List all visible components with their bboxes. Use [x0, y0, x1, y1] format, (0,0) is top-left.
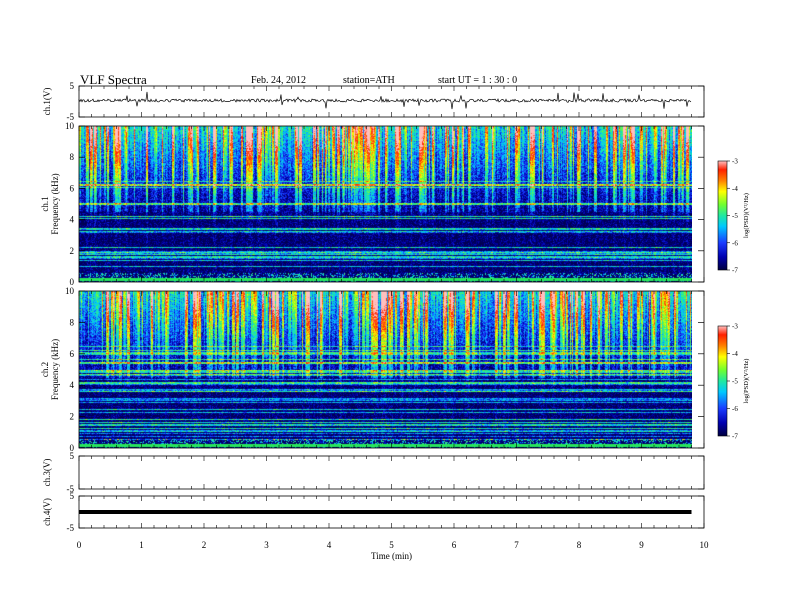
colorbar-2: [717, 325, 728, 437]
ytick-label-2: 4: [70, 215, 75, 225]
colorbar-label-2: log(PSD)(V²/Hz): [743, 359, 750, 404]
ytick-label-3: 6: [70, 349, 75, 359]
ylabel-1: ch.1(V): [42, 88, 52, 116]
xtick-label: 9: [639, 540, 644, 550]
ylabel-frequency-2: Frequency (kHz): [50, 173, 60, 234]
ytick-label-4: -5: [67, 484, 75, 494]
xtick-label: 2: [202, 540, 207, 550]
ytick-label-3: 2: [70, 412, 75, 422]
ch1-waveform-trace: [78, 91, 692, 110]
ytick-label-2: 0: [70, 277, 75, 287]
ylabel-channel-2: ch.1: [40, 196, 50, 211]
xtick-label: 7: [514, 540, 519, 550]
ch2-spectrogram: [79, 291, 692, 448]
colorbar-tick-2: -6: [732, 405, 738, 413]
ylabel-channel-3: ch.2: [40, 362, 50, 377]
ch4-waveform-trace: [79, 510, 692, 514]
ytick-label-4: 5: [70, 451, 75, 461]
xtick-label: 8: [577, 540, 582, 550]
colorbar-label-1: log(PSD)(V²/Hz): [743, 193, 750, 238]
ytick-label-1: 5: [70, 81, 75, 91]
ytick-label-1: -5: [67, 112, 75, 122]
xtick-label: 6: [452, 540, 457, 550]
ytick-label-5: -5: [67, 523, 75, 533]
xtick-label: 0: [77, 540, 82, 550]
chart-title: VLF Spectra: [80, 72, 147, 87]
xtick-label: 1: [139, 540, 144, 550]
xtick-label: 10: [700, 540, 710, 550]
ylabel-5: ch.4(V): [42, 498, 52, 526]
xtick-label: 5: [389, 540, 394, 550]
colorbar-tick-1: -3: [732, 158, 738, 166]
ytick-label-5: 5: [70, 491, 75, 501]
xtick-label: 4: [327, 540, 332, 550]
xaxis-title: Time (min): [371, 551, 412, 561]
date-label: Feb. 24, 2012: [251, 75, 306, 86]
ytick-label-3: 10: [65, 286, 75, 296]
ch1-spectrogram: [79, 126, 692, 282]
ytick-label-3: 4: [70, 380, 75, 390]
ytick-label-3: 8: [70, 317, 75, 327]
colorbar-tick-1: -6: [732, 239, 738, 247]
ytick-label-2: 8: [70, 152, 75, 162]
colorbar-tick-2: -4: [732, 350, 738, 358]
colorbar-tick-2: -3: [732, 323, 738, 331]
colorbar-tick-1: -7: [732, 267, 738, 275]
colorbar-tick-1: -5: [732, 212, 738, 220]
colorbar-tick-1: -4: [732, 185, 738, 193]
ytick-label-2: 2: [70, 246, 75, 256]
ylabel-frequency-3: Frequency (kHz): [50, 339, 60, 400]
colorbar-1: [717, 160, 728, 271]
ytick-label-2: 10: [65, 121, 75, 131]
xtick-label: 3: [264, 540, 269, 550]
ytick-label-3: 0: [70, 443, 75, 453]
ylabel-4: ch.3(V): [42, 459, 52, 487]
start-time-label: start UT = 1 : 30 : 0: [438, 75, 518, 86]
colorbar-tick-2: -5: [732, 378, 738, 386]
station-label: station=ATH: [343, 75, 395, 86]
ytick-label-2: 6: [70, 183, 75, 193]
colorbar-tick-2: -7: [732, 433, 738, 441]
